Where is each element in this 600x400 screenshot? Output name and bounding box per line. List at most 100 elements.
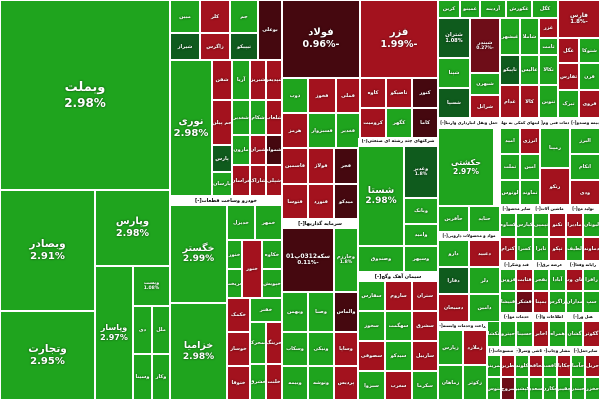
stock-tile[interactable]: آردینه: [480, 0, 506, 18]
stock-tile[interactable]: سیدکو: [385, 341, 412, 371]
sector-header[interactable]: شرکتهای چند رشته ای صنعتی[-]: [358, 138, 438, 146]
stock-tile[interactable]: غکورش: [506, 0, 532, 18]
stock-tile[interactable]: کساوه: [500, 213, 516, 237]
stock-tile[interactable]: تپکو: [549, 237, 566, 261]
stock-tile[interactable]: شرانل: [470, 95, 500, 118]
stock-tile[interactable]: فولاژ: [308, 148, 334, 184]
stock-tile[interactable]: حآفرین: [438, 206, 469, 232]
stock-tile[interactable]: کگهر: [386, 108, 412, 138]
sector-header[interactable]: رایانه وفعا[-]: [566, 261, 600, 269]
stock-tile[interactable]: خکاوه: [262, 240, 282, 269]
stock-tile[interactable]: اتکام: [570, 154, 600, 180]
sector-header[interactable]: سیمان آهک وگچ[-]: [358, 272, 438, 281]
stock-tile[interactable]: نطرین: [501, 355, 515, 377]
stock-tile[interactable]: سشرق: [412, 311, 438, 341]
sector-header[interactable]: ماشین آلات[-]: [533, 205, 566, 213]
sector-header[interactable]: قند وشکر[-]: [500, 261, 533, 269]
stock-tile[interactable]: سپ: [583, 291, 600, 313]
stock-tile[interactable]: فاسمین: [282, 148, 308, 184]
stock-tile[interactable]: شبریز: [250, 60, 266, 100]
stock-tile[interactable]: ملل: [152, 306, 170, 354]
stock-tile[interactable]: ذوب: [282, 78, 308, 113]
stock-tile[interactable]: وغدیر 1.8%: [404, 146, 438, 198]
stock-tile[interactable]: سهگمت: [385, 311, 412, 341]
stock-tile[interactable]: رتکو: [540, 168, 570, 205]
stock-tile[interactable]: وکار: [152, 354, 170, 400]
stock-tile[interactable]: رافزا: [583, 269, 600, 291]
stock-tile[interactable]: کسعدی: [529, 377, 543, 400]
stock-tile[interactable]: ختور: [227, 240, 242, 269]
stock-tile[interactable]: وسپهر: [404, 246, 438, 272]
stock-tile[interactable]: فغدیر: [336, 113, 360, 148]
stock-tile[interactable]: های وب: [566, 269, 583, 291]
stock-tile[interactable]: خمحرکه: [250, 322, 266, 364]
stock-tile[interactable]: تکنو: [549, 213, 566, 237]
stock-tile[interactable]: خفنر: [250, 298, 282, 322]
stock-tile[interactable]: کلر: [200, 0, 230, 33]
stock-tile[interactable]: ثفارس: [558, 63, 579, 90]
stock-tile[interactable]: حتاید: [469, 206, 500, 232]
stock-tile[interactable]: فزر -1.99%: [360, 0, 438, 78]
stock-tile[interactable]: زملارد: [463, 330, 487, 365]
stock-tile[interactable]: پردیس: [334, 366, 358, 400]
stock-tile[interactable]: غمینو: [460, 0, 480, 18]
stock-tile[interactable]: شاملا: [520, 18, 539, 55]
stock-tile[interactable]: خرینگ: [266, 322, 282, 364]
stock-tile[interactable]: تماوند: [520, 180, 540, 205]
stock-tile[interactable]: خزامیا 2.98%: [170, 303, 227, 400]
stock-tile[interactable]: وساپا: [334, 332, 358, 366]
stock-tile[interactable]: وصنا: [308, 292, 334, 332]
stock-tile[interactable]: تملت: [500, 154, 520, 180]
stock-tile[interactable]: فولاد -0.96%: [282, 0, 360, 78]
stock-tile[interactable]: خراسان: [232, 165, 250, 196]
stock-tile[interactable]: تایرا: [533, 237, 549, 261]
stock-tile[interactable]: سخوز: [358, 311, 385, 341]
stock-tile[interactable]: دفارا: [438, 267, 469, 294]
stock-tile[interactable]: حسینا: [516, 321, 533, 347]
stock-tile[interactable]: سغرب: [385, 371, 412, 400]
stock-tile[interactable]: کاما: [412, 108, 438, 138]
stock-tile[interactable]: آبادا: [549, 269, 566, 291]
stock-tile[interactable]: شپدیس: [266, 60, 282, 100]
stock-tile[interactable]: رمپنا: [540, 128, 570, 168]
stock-tile[interactable]: وسینا: [133, 354, 152, 400]
stock-tile[interactable]: حکشتی 2.97%: [438, 128, 494, 206]
stock-tile[interactable]: سصوفی: [358, 341, 385, 371]
stock-tile[interactable]: سبزوا: [358, 371, 385, 400]
sector-header[interactable]: هتل ور[-]: [566, 313, 600, 321]
stock-tile[interactable]: کسرا: [516, 237, 533, 261]
sector-header[interactable]: انتشار وچاپ[-]: [543, 347, 571, 355]
stock-tile[interactable]: آریا: [232, 60, 250, 100]
sector-header[interactable]: کاشی وسرا[-]: [515, 347, 543, 355]
stock-tile[interactable]: فسبزوار: [308, 113, 336, 148]
stock-tile[interactable]: غدام: [500, 85, 520, 118]
sector-header[interactable]: سایرحمل[-]: [571, 347, 600, 355]
stock-tile[interactable]: دعبید: [469, 240, 500, 267]
stock-tile[interactable]: وبیمه: [282, 366, 308, 400]
stock-tile[interactable]: نمرینو: [487, 355, 501, 377]
stock-tile[interactable]: کترام: [500, 237, 516, 261]
stock-tile[interactable]: تاصیکو: [386, 78, 412, 108]
sector-header[interactable]: منسوجات[-]: [487, 347, 515, 355]
stock-tile[interactable]: شغدیر: [232, 100, 250, 135]
stock-tile[interactable]: انرژی: [520, 128, 540, 154]
stock-tile[interactable]: قزوین: [500, 269, 516, 291]
stock-tile[interactable]: خمهر: [255, 205, 282, 240]
stock-tile[interactable]: فجر: [334, 148, 358, 184]
stock-tile[interactable]: وسکاب: [282, 332, 308, 366]
stock-tile[interactable]: وپارس 2.98%: [95, 190, 170, 266]
stock-tile[interactable]: خنور: [242, 240, 262, 298]
stock-tile[interactable]: قرن: [579, 63, 600, 90]
stock-tile[interactable]: چکاپا: [557, 355, 571, 377]
sector-header[interactable]: عرضه برق[-]: [533, 261, 566, 269]
stock-tile[interactable]: هرمز: [282, 113, 308, 148]
stock-tile[interactable]: تکشا: [487, 321, 500, 347]
stock-tile[interactable]: والماس: [334, 292, 358, 332]
stock-tile[interactable]: شمواد: [266, 135, 282, 165]
stock-tile[interactable]: نبروج: [501, 377, 515, 400]
stock-tile[interactable]: حخزر: [585, 377, 600, 400]
stock-tile[interactable]: کلوند: [515, 355, 529, 377]
stock-tile[interactable]: لوتوس: [500, 180, 520, 205]
stock-tile[interactable]: وپاسار 2.97%: [95, 266, 133, 400]
